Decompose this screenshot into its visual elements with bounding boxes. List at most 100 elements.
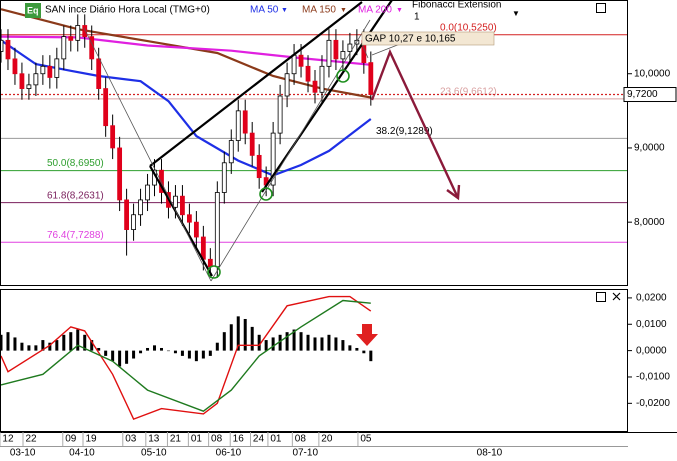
marker-circle	[259, 187, 273, 201]
histogram-bar	[334, 337, 338, 351]
histogram-bar	[369, 350, 373, 362]
histogram-bar	[180, 350, 184, 356]
histogram-bar	[236, 316, 240, 351]
histogram-bar	[83, 334, 87, 351]
arrow-head	[446, 184, 461, 201]
histogram-bar	[139, 350, 143, 354]
candle-body	[368, 62, 374, 95]
x-tick-label: 22	[25, 434, 37, 445]
histogram-bar	[222, 332, 226, 351]
fib-base-line	[83, 27, 212, 282]
histogram-bar	[166, 350, 170, 352]
histogram-bar	[48, 342, 52, 351]
histogram-bar	[250, 326, 254, 351]
marker-circle	[207, 265, 221, 279]
candle-body	[96, 58, 102, 89]
candle-body	[5, 39, 11, 60]
x-tick-label: 12	[2, 434, 14, 445]
fib-label: 38.2(9,1289)	[376, 126, 433, 137]
month-label: 03-10	[10, 448, 36, 459]
x-tick-label: 16	[233, 434, 245, 445]
candle-body	[228, 140, 234, 164]
x-tick-label: 03	[125, 434, 137, 445]
candle-body	[68, 36, 74, 41]
candle-body	[291, 54, 297, 75]
histogram-bar	[20, 342, 24, 351]
legend-dropdown: ▼	[281, 7, 288, 14]
annotation-pointer	[361, 43, 369, 59]
frames	[0, 0, 677, 447]
ma-line	[0, 299, 371, 412]
candle-body	[186, 214, 192, 223]
histogram-bar	[264, 340, 268, 351]
candle-body	[40, 65, 46, 75]
histogram-bar	[243, 318, 247, 351]
histogram-bar	[6, 332, 10, 351]
fib-label: 50.0(8,6950)	[47, 158, 104, 169]
candle-body	[19, 73, 25, 89]
maximize-button[interactable]	[596, 292, 606, 302]
y-tick-label: 0,0200	[636, 293, 667, 304]
candle-body	[298, 54, 304, 67]
histogram-bar	[348, 345, 352, 351]
histogram-bar	[159, 347, 163, 351]
candle-body	[277, 95, 283, 134]
fib-label: 23.6(9,6612)	[440, 87, 497, 98]
marker-circle	[336, 69, 350, 83]
macd-pane-frame	[0, 289, 628, 432]
candle-body	[333, 39, 339, 60]
histogram-bar	[132, 350, 136, 359]
candle-body	[12, 58, 18, 75]
y-tick-label: 9,0000	[634, 143, 665, 154]
candle-body	[340, 51, 346, 60]
histogram-bar	[41, 340, 45, 351]
candle-body	[54, 58, 60, 78]
histogram-bar	[13, 337, 17, 351]
annotation-pointer	[371, 43, 401, 56]
x-tick-label: 01	[191, 434, 203, 445]
histogram-bar	[153, 345, 157, 351]
histogram-bar	[341, 340, 345, 351]
candle-body	[117, 147, 123, 201]
histogram-bar	[271, 337, 275, 351]
histogram-bar	[90, 340, 94, 351]
x-tick-label: 21	[170, 434, 182, 445]
candle-body	[26, 84, 32, 89]
histogram-bar	[327, 334, 331, 351]
last-price-label: 9,7200	[627, 89, 658, 100]
candle-body	[110, 125, 116, 149]
histogram-bar	[111, 350, 115, 362]
legend-entry: MA 50	[250, 5, 279, 16]
candle-body	[103, 88, 109, 127]
histogram-bar	[62, 334, 66, 351]
candle-body	[319, 65, 325, 93]
candle-body	[145, 184, 150, 201]
histogram-bar	[208, 350, 212, 356]
dropdown-arrow[interactable]: ▼	[512, 9, 520, 18]
histogram-bar	[118, 350, 122, 367]
histogram-bar	[0, 334, 3, 351]
candle-body	[235, 110, 241, 141]
ma-line	[0, 295, 372, 420]
x-tick-label: 20	[321, 434, 333, 445]
histogram-bar	[125, 350, 129, 364]
y-tick-label: 0,0000	[636, 345, 667, 356]
histogram-bar	[257, 334, 261, 351]
candle-body	[180, 195, 185, 216]
histogram-bar	[76, 329, 80, 351]
maximize-button[interactable]	[596, 3, 606, 13]
month-label: 05-10	[141, 448, 167, 459]
x-tick-label: 13	[148, 434, 160, 445]
histogram-bar	[69, 332, 73, 351]
x-tick-label: 08	[211, 434, 223, 445]
x-tick-label: 24	[253, 434, 265, 445]
app-icon	[25, 3, 41, 18]
candle-body	[61, 36, 67, 60]
histogram-bar	[146, 347, 150, 351]
close-button[interactable]	[612, 292, 621, 301]
candle-body	[138, 199, 143, 216]
histogram-bar	[187, 350, 191, 359]
histogram-bar	[229, 324, 233, 351]
candle-body	[82, 25, 88, 38]
